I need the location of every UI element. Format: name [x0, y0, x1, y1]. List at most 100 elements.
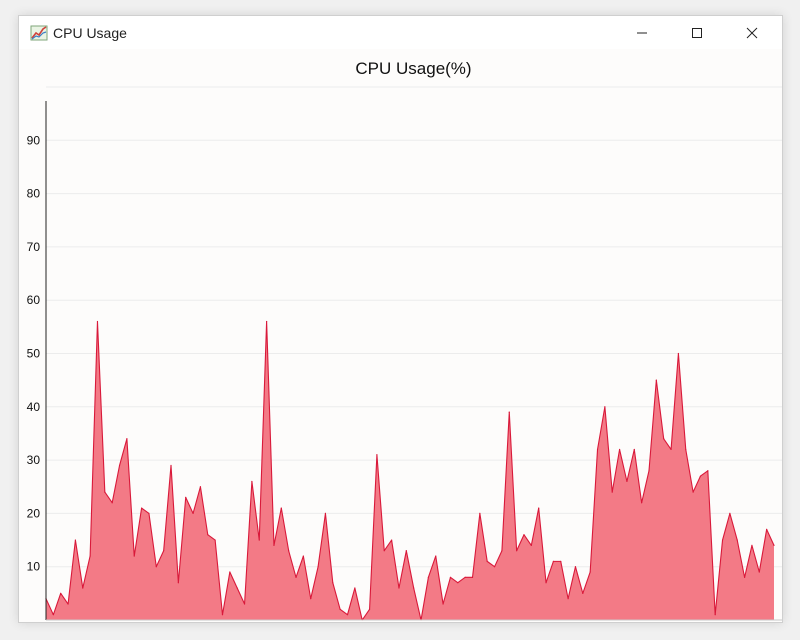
data-point	[501, 550, 503, 552]
minimize-icon	[636, 27, 648, 39]
data-point	[685, 448, 687, 451]
data-point	[766, 528, 768, 530]
data-point	[199, 486, 202, 488]
data-point	[560, 560, 562, 562]
data-point	[677, 352, 680, 355]
data-point	[177, 582, 179, 584]
y-tick-label: 90	[27, 133, 41, 147]
data-point	[486, 560, 488, 562]
data-point	[74, 539, 77, 541]
data-point	[604, 406, 606, 408]
data-point	[633, 448, 635, 451]
window-title: CPU Usage	[53, 25, 127, 41]
cpu-usage-plot: 10 20 30 40 50 60 70 80 90	[27, 86, 782, 621]
data-point	[626, 480, 628, 483]
data-point	[567, 598, 569, 600]
data-point	[552, 560, 554, 562]
data-point	[538, 507, 540, 509]
data-point	[457, 582, 459, 584]
data-point	[354, 587, 356, 589]
minimize-button[interactable]	[619, 16, 665, 49]
data-point	[207, 534, 209, 536]
data-point	[89, 555, 91, 557]
data-point	[464, 576, 466, 578]
data-point	[266, 320, 268, 323]
data-point	[751, 544, 753, 546]
data-point	[229, 571, 231, 573]
data-point	[310, 598, 312, 600]
data-point	[523, 534, 525, 536]
y-tick-label: 20	[27, 506, 41, 520]
data-point	[714, 614, 716, 616]
cpu-usage-line	[45, 320, 775, 621]
data-point	[648, 470, 650, 472]
data-point	[133, 555, 135, 557]
chart-app-icon	[30, 24, 48, 42]
data-point	[295, 576, 297, 578]
data-point	[589, 571, 591, 573]
close-button[interactable]	[729, 16, 775, 49]
data-point	[596, 448, 599, 451]
data-point	[413, 587, 415, 589]
data-point	[758, 571, 760, 573]
data-point	[582, 592, 584, 594]
data-point	[479, 512, 481, 514]
data-point	[729, 512, 731, 514]
data-point	[170, 464, 172, 467]
data-point	[111, 502, 113, 504]
data-point	[427, 576, 429, 578]
data-point	[155, 566, 157, 568]
data-point	[288, 550, 290, 552]
data-point	[192, 512, 194, 514]
chart-title: CPU Usage(%)	[355, 59, 472, 78]
data-point	[236, 587, 238, 589]
data-point	[721, 539, 724, 541]
data-point	[641, 502, 643, 504]
data-point	[251, 480, 253, 483]
data-point	[104, 491, 106, 493]
data-point	[449, 576, 452, 578]
data-point	[442, 603, 444, 605]
data-point	[60, 592, 62, 594]
y-tick-label: 40	[27, 400, 41, 414]
data-point	[243, 603, 246, 605]
data-point	[302, 555, 304, 557]
data-point	[736, 539, 738, 541]
y-tick-label: 70	[27, 240, 41, 254]
y-tick-label: 80	[27, 187, 41, 201]
data-point	[574, 566, 577, 568]
data-point	[545, 582, 547, 584]
data-point	[141, 507, 143, 509]
data-point	[118, 464, 121, 467]
maximize-button[interactable]	[674, 16, 720, 49]
data-point	[707, 470, 709, 472]
data-point	[280, 507, 282, 509]
data-point	[148, 512, 150, 514]
data-point	[773, 544, 775, 546]
data-point	[435, 555, 437, 557]
title-bar[interactable]: CPU Usage	[19, 16, 782, 49]
data-point	[185, 496, 187, 499]
data-point	[516, 550, 518, 552]
data-point	[221, 614, 224, 616]
data-point	[383, 550, 385, 552]
data-point	[692, 491, 694, 493]
y-tick-label: 50	[27, 347, 41, 361]
data-point	[368, 608, 371, 610]
data-point	[126, 438, 128, 440]
data-point	[611, 491, 613, 493]
data-point	[324, 512, 327, 514]
data-point	[699, 475, 702, 477]
data-point	[391, 539, 393, 541]
data-point	[508, 411, 510, 413]
data-point	[214, 539, 216, 541]
data-point	[346, 614, 349, 616]
data-point	[743, 576, 746, 578]
data-point	[332, 582, 334, 584]
data-point	[376, 454, 378, 456]
data-point	[82, 587, 84, 589]
data-point	[258, 539, 260, 541]
y-tick-label: 60	[27, 293, 41, 307]
data-point	[493, 566, 496, 568]
data-point	[655, 379, 657, 381]
